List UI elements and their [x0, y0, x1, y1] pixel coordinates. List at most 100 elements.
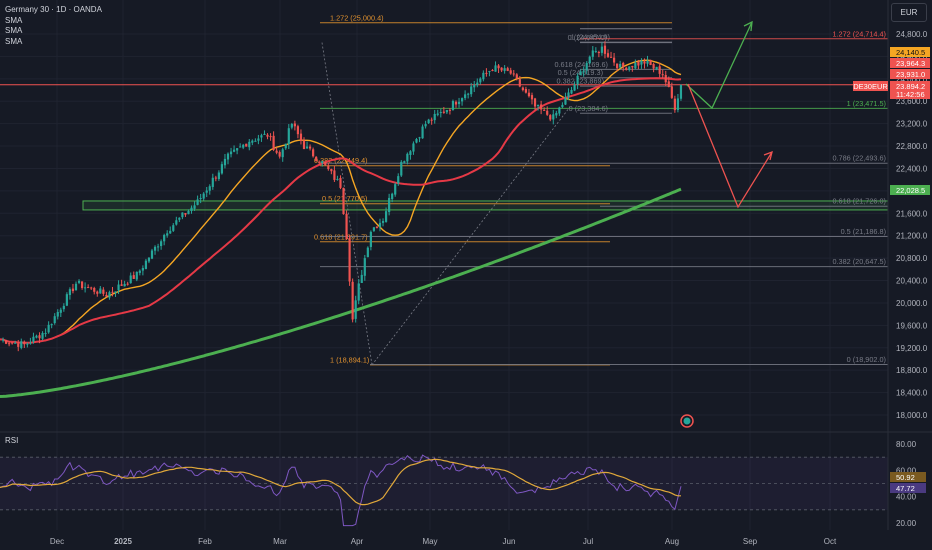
price-tick-label: 23,200.0: [896, 120, 928, 129]
candle-body: [406, 153, 409, 162]
candle-body: [150, 250, 154, 259]
candle-body: [609, 56, 613, 58]
candle-body: [80, 281, 84, 289]
fib-label: 1.272 (25,000.4): [330, 13, 384, 22]
candle-body: [600, 46, 604, 53]
time-tick-label: 2025: [114, 537, 132, 546]
candle-body: [670, 86, 673, 98]
candle-body: [646, 60, 649, 64]
candle-body: [226, 153, 230, 160]
candle-body: [214, 177, 217, 179]
fib-label: 0.382 (22,449.4): [314, 156, 368, 165]
candle-body: [369, 231, 372, 247]
fib-label: 0.5 (21,186.8): [841, 227, 886, 236]
candle-body: [111, 291, 114, 293]
price-tick-label: 22,400.0: [896, 164, 928, 173]
sma-mid-line: [0, 77, 682, 344]
time-tick-label: Dec: [50, 537, 64, 546]
candle-body: [631, 65, 634, 68]
candle-body: [135, 271, 138, 280]
axes: 24,800.024,400.024,000.023,600.023,200.0…: [50, 0, 928, 546]
candle-body: [403, 161, 406, 163]
rsi-line: [0, 454, 682, 527]
symbol-tag-label: DE30EUR: [853, 82, 888, 91]
candle-body: [169, 230, 172, 234]
price-tick-label: 18,000.0: [896, 411, 928, 420]
candle-body: [409, 151, 412, 155]
candle-body: [17, 343, 20, 347]
candle-body: [248, 141, 251, 148]
price-tag-label: 23,964.3: [896, 59, 925, 68]
indicator-sma-1[interactable]: SMA: [5, 15, 23, 25]
candle-body: [497, 65, 500, 69]
fib-label: 0 (23,384.6): [569, 104, 608, 113]
fib-label: 0.382 (23,869): [557, 77, 604, 86]
candle-body: [239, 146, 242, 148]
candle-body: [245, 143, 248, 147]
candle-body: [500, 67, 503, 71]
arrowhead-icon: [763, 150, 773, 161]
candle-body: [275, 150, 278, 153]
rsi-pane: [0, 431, 932, 527]
candle-body: [41, 332, 44, 339]
candle-body: [29, 342, 32, 344]
candle-body: [655, 66, 658, 70]
candle-body: [296, 126, 300, 135]
candle-body: [272, 135, 275, 150]
candle-body: [412, 143, 415, 152]
candle-body: [208, 186, 211, 191]
candle-body: [612, 57, 616, 63]
candle-body: [147, 257, 151, 262]
candle-body: [597, 52, 600, 54]
candle-body: [436, 113, 439, 115]
candle-body: [299, 133, 303, 141]
fib-label: 1 (24,654.9): [571, 33, 610, 42]
candle-body: [451, 101, 455, 110]
fib-label: 0.786 (22,493.6): [832, 154, 886, 163]
rsi-title[interactable]: RSI: [5, 436, 19, 445]
candle-body: [242, 144, 245, 148]
candle-body: [290, 123, 293, 128]
candle-body: [579, 71, 582, 75]
time-tick-label: Aug: [665, 537, 679, 546]
candle-body: [315, 156, 318, 161]
candle-body: [96, 291, 99, 294]
candle-body: [62, 305, 65, 310]
candle-body: [521, 87, 524, 91]
fib-label: 1 (18,894.1): [330, 355, 369, 364]
time-tick-label: Feb: [198, 537, 212, 546]
candle-body: [573, 84, 576, 91]
price-tick-label: 21,200.0: [896, 232, 928, 241]
candle-body: [418, 137, 421, 139]
candle-body: [35, 335, 38, 338]
candle-body: [327, 165, 330, 170]
indicator-sma-3[interactable]: SMA: [5, 36, 23, 46]
candle-body: [561, 104, 564, 108]
candle-body: [378, 222, 382, 228]
candle-body: [305, 146, 309, 149]
candle-body: [552, 114, 555, 120]
candle-body: [381, 221, 385, 223]
candle-body: [348, 238, 351, 282]
candle-body: [160, 241, 163, 247]
candle-body: [324, 161, 327, 166]
candle-body: [360, 274, 363, 283]
candle-body: [114, 291, 117, 293]
candle-body: [603, 45, 607, 54]
candle-body: [153, 246, 157, 251]
price-tick-label: 24,000.0: [896, 75, 928, 84]
indicator-sma-2[interactable]: SMA: [5, 26, 23, 35]
rsi-tick-label: 80.00: [896, 440, 917, 449]
candle-body: [175, 220, 178, 225]
currency-button[interactable]: EUR: [891, 3, 927, 22]
candle-body: [281, 149, 284, 158]
time-tick-label: Jul: [583, 537, 593, 546]
candle-body: [354, 300, 357, 319]
candle-body: [533, 98, 537, 107]
fibonacci-levels: 1.272 (25,000.4) 1 (24,654.9) 1.272 (24,71…: [0, 13, 888, 366]
candle-body: [591, 50, 594, 57]
candle-body: [363, 258, 366, 276]
symbol-title[interactable]: Germany 30 · 1D · OANDA: [5, 5, 102, 14]
candle-body: [494, 65, 497, 72]
